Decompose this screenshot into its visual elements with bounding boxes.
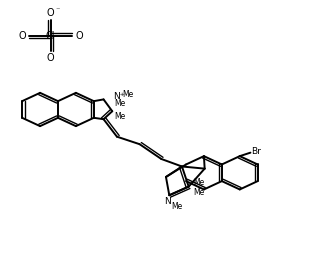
Text: O: O [76,31,83,40]
Text: Me: Me [114,112,125,121]
Text: Me: Me [171,202,182,211]
Text: Me: Me [114,99,125,108]
Text: Me: Me [122,90,133,99]
Text: Me: Me [194,178,205,187]
Text: O: O [18,31,26,40]
Text: Me: Me [194,187,205,197]
Text: Br: Br [252,147,261,156]
Text: N⁺: N⁺ [113,92,124,101]
Text: ⁻: ⁻ [56,5,60,14]
Text: N: N [164,197,171,206]
Text: O: O [47,8,55,18]
Text: O: O [47,53,55,63]
Text: Cl: Cl [46,31,56,40]
